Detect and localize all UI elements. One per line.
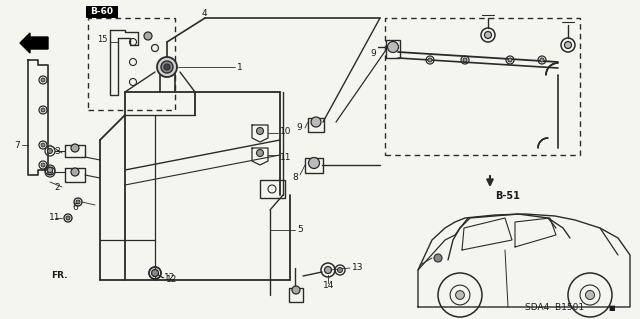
Circle shape	[434, 254, 442, 262]
Circle shape	[387, 41, 399, 53]
Bar	[86, 6, 118, 18]
Text: 15: 15	[97, 35, 108, 44]
Circle shape	[76, 200, 80, 204]
Circle shape	[308, 158, 319, 168]
Circle shape	[428, 58, 432, 62]
Circle shape	[66, 216, 70, 220]
Text: 11: 11	[280, 152, 291, 161]
Text: B-60: B-60	[90, 8, 113, 17]
Circle shape	[41, 163, 45, 167]
Bar	[260, 180, 285, 198]
Circle shape	[71, 144, 79, 152]
Text: 12: 12	[166, 276, 177, 285]
Text: FR.: FR.	[51, 271, 67, 280]
Circle shape	[41, 143, 45, 147]
Circle shape	[337, 268, 342, 272]
Circle shape	[508, 58, 512, 62]
Bar	[386, 40, 400, 58]
Bar	[385, 18, 580, 155]
Circle shape	[257, 150, 264, 157]
Text: B-51: B-51	[495, 191, 520, 201]
Text: 9: 9	[370, 48, 376, 57]
Circle shape	[540, 58, 544, 62]
Circle shape	[41, 108, 45, 112]
Circle shape	[257, 128, 264, 135]
Text: 4: 4	[202, 10, 207, 19]
Bar	[289, 288, 303, 302]
Circle shape	[463, 58, 467, 62]
Text: 7: 7	[14, 140, 20, 150]
Circle shape	[71, 168, 79, 176]
Circle shape	[47, 167, 52, 173]
Bar	[308, 118, 324, 132]
Circle shape	[47, 169, 52, 174]
Text: 14: 14	[323, 280, 334, 290]
Circle shape	[586, 291, 595, 300]
Text: 8: 8	[292, 173, 298, 182]
Text: 1: 1	[237, 63, 243, 71]
Circle shape	[161, 61, 173, 73]
Text: 2: 2	[54, 183, 60, 192]
Text: 11: 11	[49, 213, 60, 222]
Bar	[305, 158, 323, 173]
Circle shape	[292, 286, 300, 294]
Polygon shape	[20, 33, 48, 53]
Circle shape	[324, 266, 332, 273]
Text: ■: ■	[608, 305, 614, 311]
Text: 10: 10	[280, 128, 291, 137]
Circle shape	[152, 270, 159, 277]
Circle shape	[41, 78, 45, 82]
Bar	[88, 18, 175, 110]
Text: SDA4  B1501: SDA4 B1501	[525, 303, 584, 313]
Text: 3: 3	[54, 146, 60, 155]
Text: 6: 6	[72, 203, 78, 211]
Text: 5: 5	[297, 226, 303, 234]
Circle shape	[311, 117, 321, 127]
Circle shape	[484, 32, 492, 39]
Text: 13: 13	[352, 263, 364, 271]
Circle shape	[564, 41, 572, 48]
Text: 9: 9	[296, 122, 302, 131]
Circle shape	[47, 149, 52, 153]
Circle shape	[164, 64, 170, 70]
Circle shape	[144, 32, 152, 40]
Circle shape	[456, 291, 465, 300]
Circle shape	[152, 270, 158, 276]
Circle shape	[157, 57, 177, 77]
Text: 12: 12	[164, 273, 175, 283]
